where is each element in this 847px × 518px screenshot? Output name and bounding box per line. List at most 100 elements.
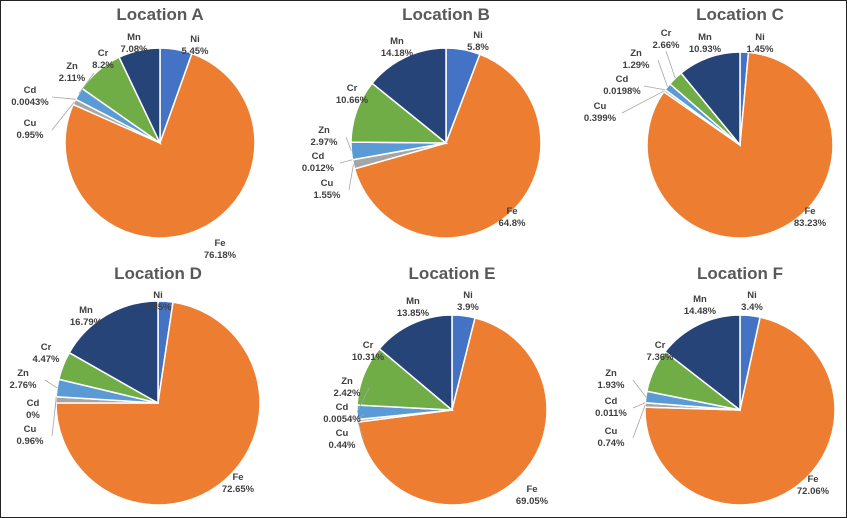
chart-title: Location C: [696, 5, 784, 24]
value-label-cd: 0.0198%: [603, 86, 641, 97]
label-mn: Mn: [698, 32, 712, 43]
slice-mn: [68, 300, 159, 405]
value-label-cd: 0.0054%: [323, 414, 361, 425]
value-label-cd: 0%: [26, 410, 40, 421]
value-label-cr: 4.47%: [33, 354, 60, 365]
slice-mn: [378, 314, 453, 412]
value-label-ni: 3.4%: [741, 302, 763, 313]
value-label-cu: 0.44%: [329, 440, 356, 451]
leader-line: [339, 159, 353, 164]
label-ni: Ni: [747, 290, 757, 301]
value-label-cr: 10.66%: [336, 95, 369, 106]
label-cd: Cd: [312, 151, 325, 162]
label-fe: Fe: [804, 206, 815, 217]
value-label-zn: 2.76%: [10, 380, 37, 391]
chart-title: Location B: [402, 5, 490, 24]
value-label-cu: 0.96%: [17, 436, 44, 447]
label-fe: Fe: [526, 484, 537, 495]
value-label-mn: 16.79%: [70, 317, 103, 328]
value-label-cu: 0.399%: [584, 113, 617, 124]
value-label-ni: 5.45%: [182, 46, 209, 57]
leader-line: [621, 90, 665, 114]
slice-mn: [371, 47, 447, 145]
label-cu: Cu: [605, 426, 618, 437]
label-ni: Ni: [190, 34, 200, 45]
value-label-cr: 8.2%: [92, 60, 114, 71]
label-mn: Mn: [406, 296, 420, 307]
label-mn: Mn: [390, 36, 404, 47]
label-fe: Fe: [232, 472, 243, 483]
label-cr: Cr: [655, 340, 666, 351]
value-label-cu: 0.74%: [598, 438, 625, 449]
label-fe: Fe: [506, 206, 517, 217]
label-mn: Mn: [127, 32, 141, 43]
leader-line: [51, 96, 76, 100]
value-label-zn: 2.42%: [334, 388, 361, 399]
label-cd: Cd: [336, 402, 349, 413]
value-label-zn: 1.93%: [598, 380, 625, 391]
slice-fe: [356, 316, 548, 506]
value-label-cu: 0.95%: [17, 130, 44, 141]
value-label-cu: 1.55%: [314, 190, 341, 201]
label-cu: Cu: [24, 424, 37, 435]
label-fe: Fe: [214, 238, 225, 249]
value-label-ni: 3.9%: [457, 302, 479, 313]
value-label-mn: 14.48%: [684, 306, 717, 317]
label-zn: Zn: [66, 61, 78, 72]
value-label-mn: 14.18%: [381, 48, 414, 59]
leader-line: [632, 404, 646, 439]
leader-line: [78, 72, 95, 95]
label-ni: Ni: [463, 290, 473, 301]
label-mn: Mn: [79, 305, 93, 316]
value-label-cd: 0.011%: [595, 408, 627, 419]
label-cr: Cr: [98, 48, 109, 59]
label-cu: Cu: [24, 118, 37, 129]
value-label-fe: 76.18%: [204, 250, 237, 261]
label-zn: Zn: [605, 368, 617, 379]
slice-mn: [679, 51, 741, 148]
label-cd: Cd: [605, 396, 618, 407]
value-label-zn: 2.97%: [311, 137, 338, 148]
label-cr: Cr: [41, 342, 52, 353]
label-zn: Zn: [17, 368, 29, 379]
value-label-cd: 0.0043%: [11, 97, 49, 108]
value-label-mn: 7.08%: [121, 44, 148, 55]
label-cd: Cd: [616, 74, 629, 85]
label-zn: Zn: [341, 376, 353, 387]
label-cd: Cd: [27, 398, 40, 409]
label-ni: Ni: [755, 32, 765, 43]
label-zn: Zn: [318, 125, 330, 136]
label-cr: Cr: [363, 340, 374, 351]
label-fe: Fe: [807, 474, 818, 485]
leader-line: [357, 413, 365, 420]
leader-line: [357, 420, 365, 441]
leader-line: [657, 59, 668, 87]
label-cu: Cu: [594, 101, 607, 112]
label-ni: Ni: [473, 30, 483, 41]
label-zn: Zn: [630, 48, 642, 59]
leader-line: [632, 402, 646, 409]
leader-line: [356, 387, 370, 413]
value-label-fe: 83.23%: [794, 218, 827, 229]
value-label-ni: 5.8%: [467, 42, 489, 53]
slice-fe: [353, 53, 542, 239]
value-label-fe: 69.05%: [516, 496, 549, 507]
chart-title: Location A: [116, 5, 203, 24]
value-label-fe: 72.06%: [797, 486, 830, 497]
value-label-ni: 1.45%: [747, 44, 774, 55]
label-ni: Ni: [153, 290, 163, 301]
slice-fe: [64, 52, 256, 239]
value-label-cr: 2.66%: [653, 40, 680, 51]
leader-line: [348, 164, 354, 191]
slice-fe: [644, 316, 836, 506]
value-label-fe: 64.8%: [499, 218, 526, 229]
leader-line: [643, 85, 666, 91]
value-label-cr: 7.36%: [647, 352, 674, 363]
chart-title: Location F: [697, 264, 783, 283]
